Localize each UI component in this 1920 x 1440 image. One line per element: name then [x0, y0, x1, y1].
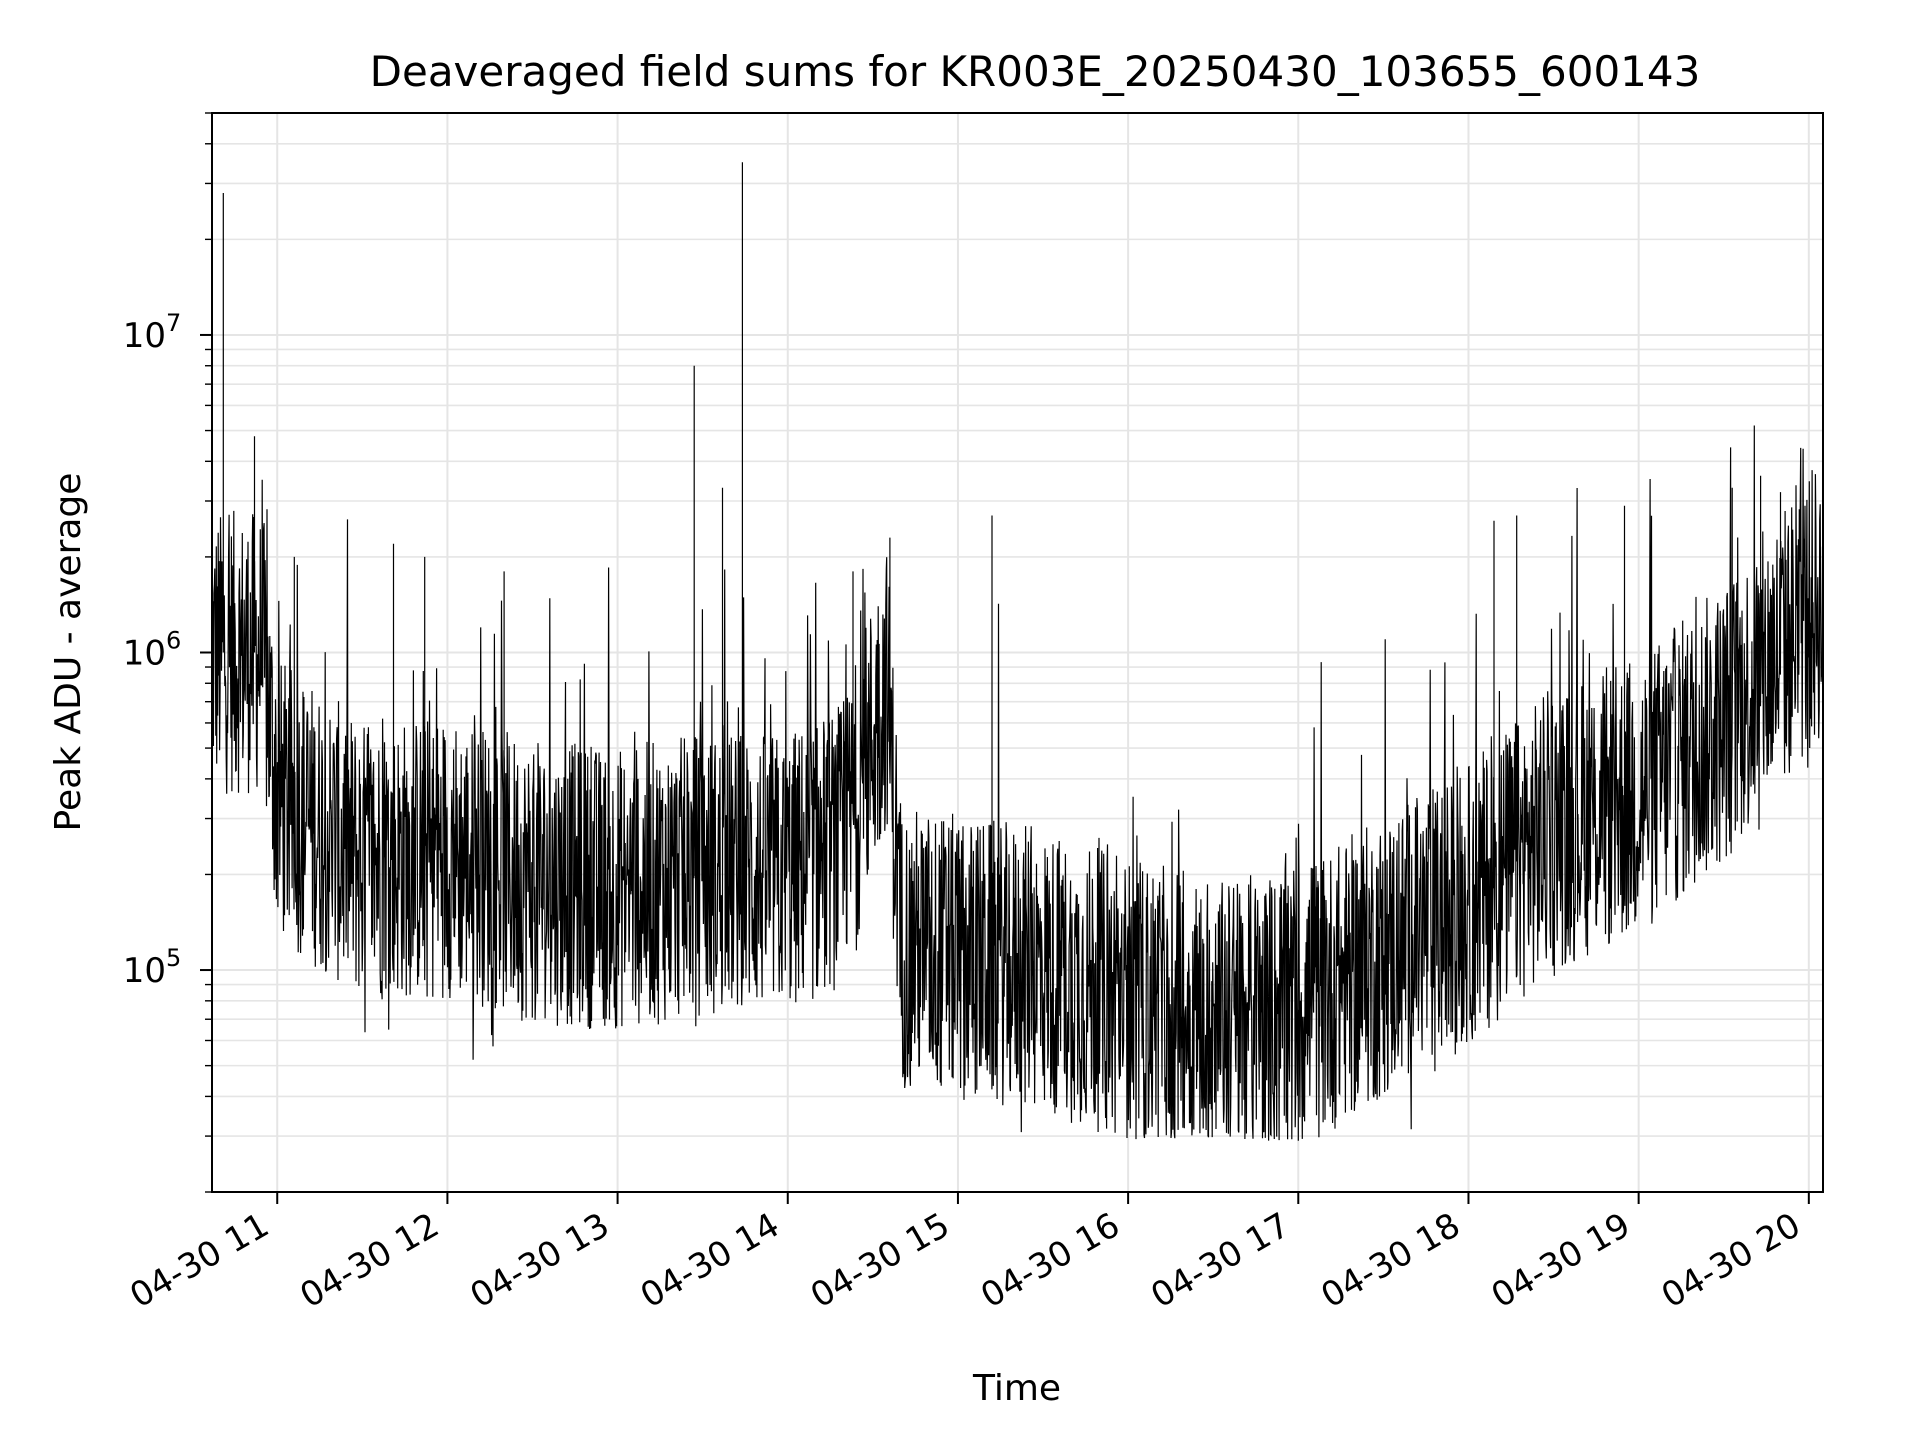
y-tick-label: 105 — [123, 944, 182, 991]
series-line — [211, 162, 1824, 1141]
y-tick-label: 107 — [123, 309, 182, 356]
plot-frame — [211, 112, 1824, 1193]
y-tick-label: 106 — [123, 627, 182, 674]
chart-title: Deaveraged field sums for KR003E_2025043… — [370, 47, 1701, 96]
x-axis-label: Time — [972, 1368, 1061, 1409]
y-axis-label: Peak ADU - average — [48, 473, 89, 832]
